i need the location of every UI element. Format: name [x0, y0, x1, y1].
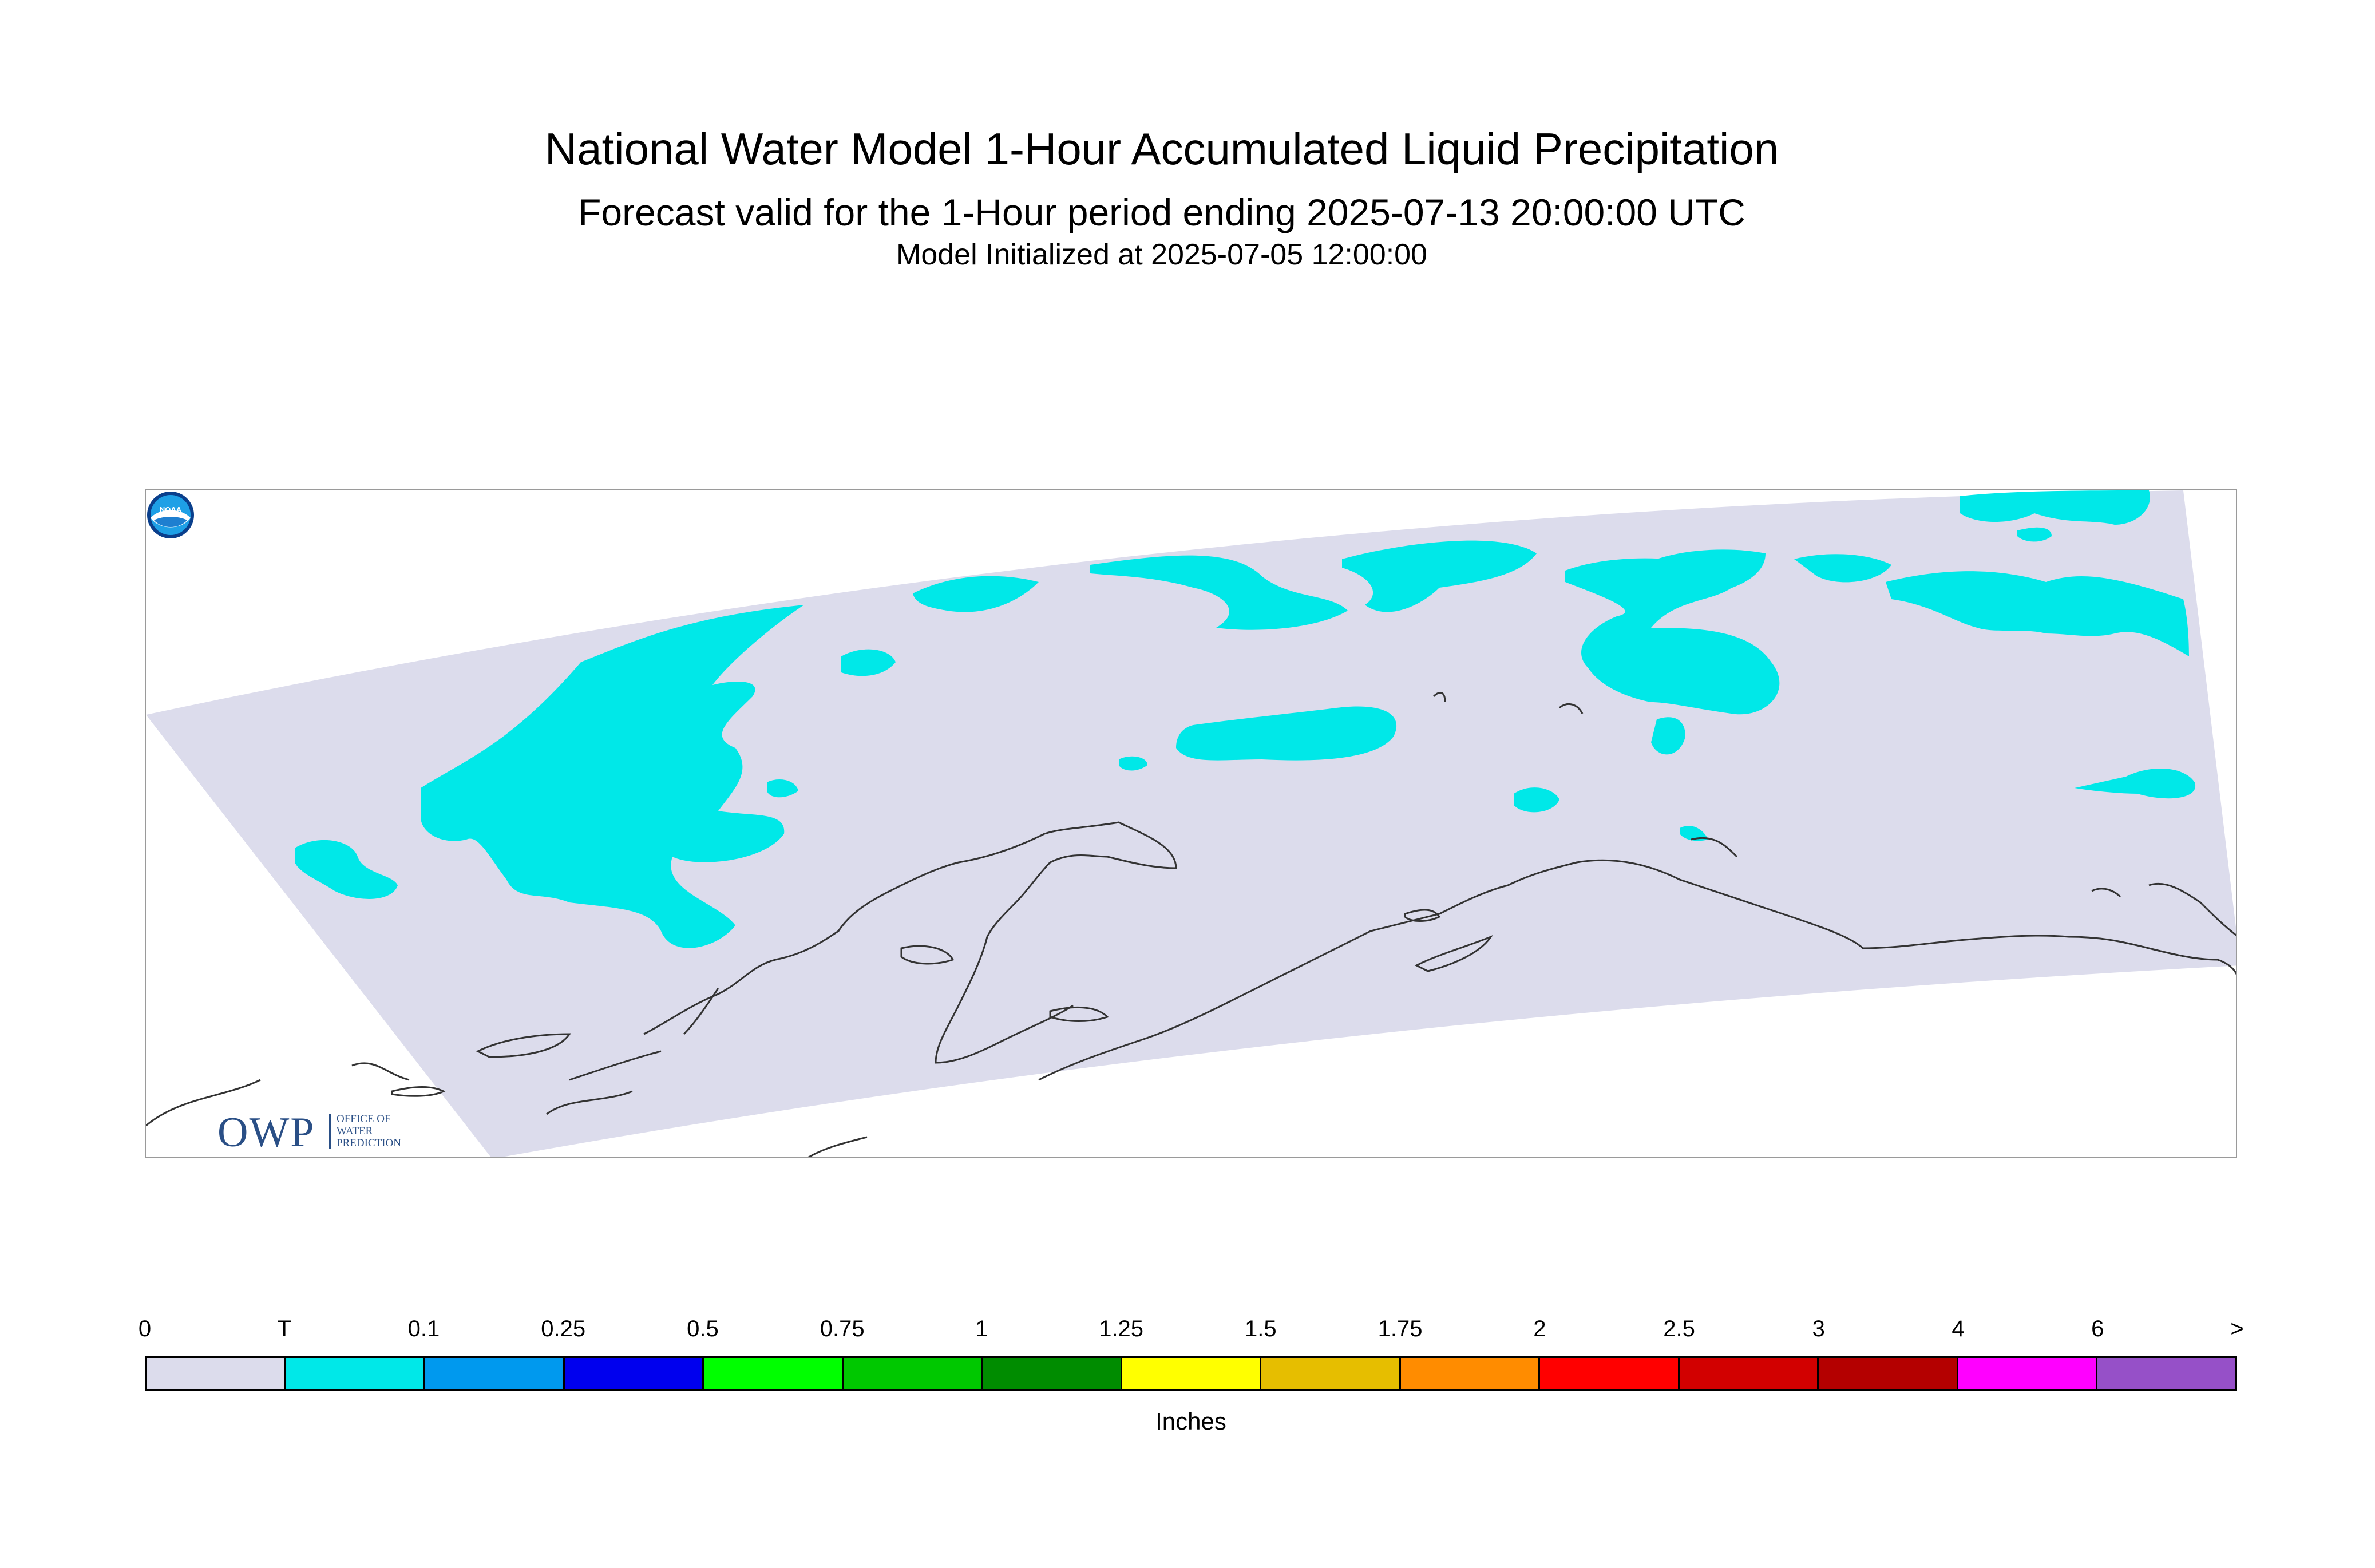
owp-logo-line2: WATER [337, 1125, 373, 1137]
coastline-mainland [146, 821, 1177, 1127]
legend-tick-label: 3 [1812, 1316, 1825, 1341]
legend-tick-label: 1 [975, 1316, 988, 1341]
legend-swatch [564, 1358, 704, 1389]
legend-swatch [1540, 1358, 1680, 1389]
precip-area-east-6 [1514, 787, 1559, 813]
legend-tick-label: 0.5 [687, 1316, 719, 1341]
owp-logo-text: OFFICE OF WATER PREDICTION [337, 1113, 401, 1149]
coastline-south [808, 859, 2236, 1157]
precip-area-east-4 [1794, 554, 1891, 583]
precip-area-east-7 [1680, 826, 1708, 841]
legend-tick-labels: 0 T 0.1 0.25 0.5 0.75 1 1.25 1.5 1.75 2 2.5 3 4 6 > [138, 1316, 2244, 1345]
precip-area-north-3 [1342, 540, 1537, 612]
legend-tick-label: 0.1 [407, 1316, 440, 1341]
coastline-east [2091, 882, 2236, 936]
precip-area-southwest [295, 840, 398, 899]
legend-swatch [2097, 1358, 2235, 1389]
precip-area-east-2 [1662, 654, 1708, 669]
legend-tick-label: > [2230, 1316, 2244, 1341]
legend-tick-label: 0.25 [541, 1316, 586, 1341]
legend-swatch [1400, 1358, 1541, 1389]
precip-area-northeast-1 [1960, 490, 2150, 525]
legend-tick-label: 0 [138, 1316, 152, 1341]
noaa-logo-text: NOAA [160, 505, 182, 514]
legend-swatch [704, 1358, 844, 1389]
legend-tick-label: 1.5 [1245, 1316, 1277, 1341]
owp-logo-line3: PREDICTION [337, 1137, 401, 1149]
legend-colorbar [145, 1356, 2237, 1391]
precip-area-north-1 [913, 576, 1039, 612]
precip-area-center [1176, 706, 1397, 761]
precip-area-west [421, 605, 804, 948]
legend-swatch [1122, 1358, 1262, 1389]
model-init-line: Model Initialized at 2025-07-05 12:00:00 [896, 238, 1427, 271]
legend-swatch [843, 1358, 983, 1389]
noaa-logo: NOAA [147, 492, 194, 538]
legend-tick-label: T [277, 1316, 291, 1341]
legend-swatch [983, 1358, 1122, 1389]
map-title: National Water Model 1-Hour Accumulated … [544, 124, 1779, 174]
precip-area-northeast-2 [1886, 571, 2189, 656]
precip-area-small-1 [841, 649, 896, 676]
legend-tick-label: 2.5 [1663, 1316, 1695, 1341]
legend-tick-label: 6 [2091, 1316, 2104, 1341]
precip-area-northeast-4 [2017, 527, 2052, 542]
legend-swatch [1958, 1358, 2098, 1389]
precip-area-north-2 [1090, 555, 1348, 630]
owp-logo-divider [329, 1114, 331, 1149]
map-panel: OWP OFFICE OF WATER PREDICTION NOAA [145, 489, 2237, 1158]
precip-areas [295, 490, 2196, 948]
legend-tick-label: 1.75 [1378, 1316, 1423, 1341]
legend-units-label: Inches [1155, 1408, 1226, 1435]
map-canvas [146, 490, 2236, 1157]
legend-swatch [286, 1358, 426, 1389]
legend-swatch [1261, 1358, 1401, 1389]
legend-tick-label: 0.75 [820, 1316, 865, 1341]
precip-area-small-3 [1119, 756, 1147, 771]
legend-tick-label: 2 [1533, 1316, 1546, 1341]
coastlines [146, 692, 2236, 1157]
precip-area-east-3 [1657, 549, 1766, 595]
legend-swatch [147, 1358, 286, 1389]
forecast-valid-line: Forecast valid for the 1-Hour period end… [578, 191, 1745, 233]
legend-swatch [1679, 1358, 1819, 1389]
precip-area-east-1 [1565, 558, 1780, 715]
legend-swatch [425, 1358, 565, 1389]
legend-tick-label: 4 [1952, 1316, 1965, 1341]
precip-area-east-5 [1651, 717, 1685, 755]
legend-swatch [1819, 1358, 1958, 1389]
owp-logo-letters: OWP [217, 1109, 315, 1156]
owp-logo: OWP OFFICE OF WATER PREDICTION [217, 1108, 464, 1156]
precip-area-small-2 [767, 779, 798, 798]
owp-logo-line1: OFFICE OF [337, 1113, 391, 1125]
coastline-islands [391, 692, 1738, 1097]
legend-tick-label: 1.25 [1099, 1316, 1144, 1341]
precip-area-northeast-3 [2075, 769, 2196, 799]
